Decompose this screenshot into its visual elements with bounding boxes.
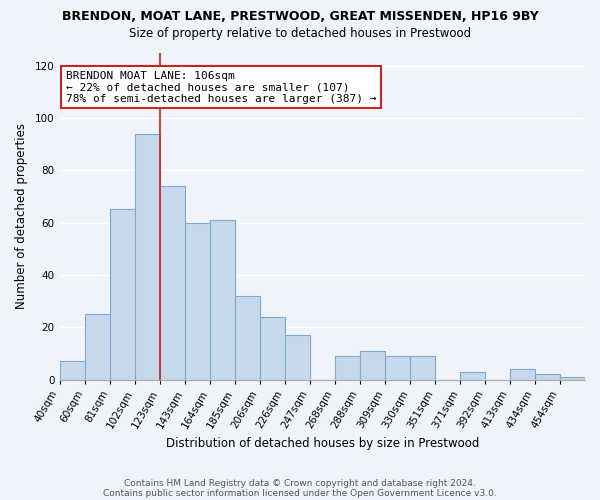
Text: Size of property relative to detached houses in Prestwood: Size of property relative to detached ho…	[129, 28, 471, 40]
X-axis label: Distribution of detached houses by size in Prestwood: Distribution of detached houses by size …	[166, 437, 479, 450]
Y-axis label: Number of detached properties: Number of detached properties	[15, 123, 28, 309]
Bar	[185, 222, 209, 380]
Text: Contains public sector information licensed under the Open Government Licence v3: Contains public sector information licen…	[103, 488, 497, 498]
Bar	[460, 372, 485, 380]
Bar	[360, 351, 385, 380]
Bar	[59, 361, 85, 380]
Text: BRENDON, MOAT LANE, PRESTWOOD, GREAT MISSENDEN, HP16 9BY: BRENDON, MOAT LANE, PRESTWOOD, GREAT MIS…	[62, 10, 538, 23]
Bar	[260, 317, 285, 380]
Bar	[285, 335, 310, 380]
Text: Contains HM Land Registry data © Crown copyright and database right 2024.: Contains HM Land Registry data © Crown c…	[124, 478, 476, 488]
Bar	[385, 356, 410, 380]
Bar	[85, 314, 110, 380]
Bar	[535, 374, 560, 380]
Text: BRENDON MOAT LANE: 106sqm
← 22% of detached houses are smaller (107)
78% of semi: BRENDON MOAT LANE: 106sqm ← 22% of detac…	[66, 71, 376, 104]
Bar	[110, 210, 134, 380]
Bar	[335, 356, 360, 380]
Bar	[560, 377, 585, 380]
Bar	[510, 369, 535, 380]
Bar	[160, 186, 185, 380]
Bar	[410, 356, 435, 380]
Bar	[134, 134, 160, 380]
Bar	[235, 296, 260, 380]
Bar	[209, 220, 235, 380]
